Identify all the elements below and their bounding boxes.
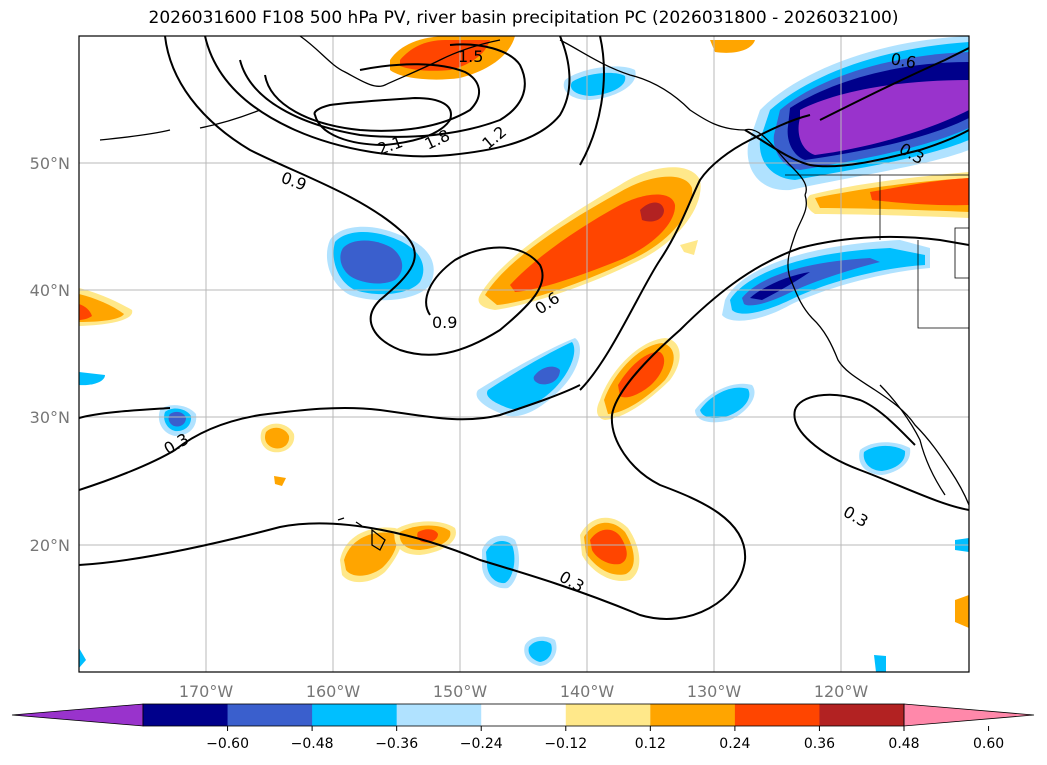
- coastlines: [99, 36, 969, 551]
- colorbar-tick-label: 0.24: [719, 736, 750, 752]
- lon-label: 130°W: [687, 682, 742, 701]
- contour-0.6: [579, 114, 811, 391]
- lon-label: 120°W: [814, 682, 869, 701]
- lon-label: 160°W: [306, 682, 361, 701]
- colorbar-cell: [565, 704, 651, 726]
- colorbar-tick-label: −0.24: [460, 736, 503, 752]
- contour-0.9-main: [164, 36, 544, 356]
- longitude-labels: 170°W 160°W 150°W 140°W 130°W 120°W: [179, 682, 869, 701]
- colorbar-cell: [312, 704, 398, 726]
- contour-label: 0.6: [889, 49, 917, 72]
- colorbar-tick-label: −0.12: [544, 736, 587, 752]
- lat-label: 40°N: [30, 281, 70, 300]
- colorbar-cell: [650, 704, 736, 726]
- lon-label: 170°W: [179, 682, 234, 701]
- contour-label: 0.9: [432, 313, 457, 332]
- colorbar: −0.60 −0.48 −0.36 −0.24 −0.12 0.12 0.24 0.36 0.4…: [11, 703, 1035, 752]
- latitude-labels: 50°N 40°N 30°N 20°N: [30, 154, 70, 555]
- colorbar-tick-label: 0.12: [635, 736, 666, 752]
- lat-label: 30°N: [30, 408, 70, 427]
- colorbar-cell: [819, 704, 905, 726]
- colorbar-cell: [481, 704, 567, 726]
- coast-alaska: [299, 36, 807, 196]
- lat-label: 20°N: [30, 536, 70, 555]
- colorbar-tick-label: −0.48: [291, 736, 334, 752]
- contour-0.3-tropical: [79, 235, 969, 620]
- contour-0.9-outer: [579, 36, 605, 166]
- coast-west-us: [787, 194, 969, 506]
- colorbar-cell: [143, 704, 229, 726]
- map-plot-area: 1.5 2.1 1.8 1.2 0.9 0.9 0.6 0.3 0.3 0.3 …: [79, 36, 969, 672]
- coast-hawaii: [337, 517, 386, 551]
- contour-1.8: [264, 63, 480, 132]
- coast-baja: [879, 384, 946, 496]
- contour-1.5: [239, 43, 526, 138]
- map-title: 2026031600 F108 500 hPa PV, river basin …: [148, 8, 899, 28]
- colorbar-cell: [227, 704, 313, 726]
- contour-2.1: [313, 96, 452, 147]
- contour-0.3-east: [793, 393, 969, 511]
- colorbar-cell: [734, 704, 820, 726]
- colorbar-tick-label: 0.48: [888, 736, 919, 752]
- contour-0.3-left: [79, 407, 171, 419]
- colorbar-tick-label: 0.60: [973, 736, 1004, 752]
- lon-label: 150°W: [433, 682, 488, 701]
- colorbar-tick-label: −0.60: [206, 736, 249, 752]
- colorbar-extend-min: [11, 703, 144, 727]
- colorbar-tick-label: −0.36: [375, 736, 418, 752]
- graticule: [79, 36, 969, 672]
- colorbar-extend-max: [903, 703, 1035, 727]
- contour-pnw: [744, 47, 969, 168]
- lon-label: 140°W: [560, 682, 615, 701]
- colorbar-tick-label: 0.36: [804, 736, 835, 752]
- map-frame: [78, 35, 970, 673]
- contour-0.3-south: [79, 384, 581, 491]
- lat-label: 50°N: [30, 154, 70, 173]
- contour-1.2: [204, 36, 571, 158]
- pv-contours: [79, 36, 969, 620]
- border-lines: [785, 174, 969, 329]
- contour-label: 1.5: [458, 47, 483, 66]
- colorbar-cell: [396, 704, 482, 726]
